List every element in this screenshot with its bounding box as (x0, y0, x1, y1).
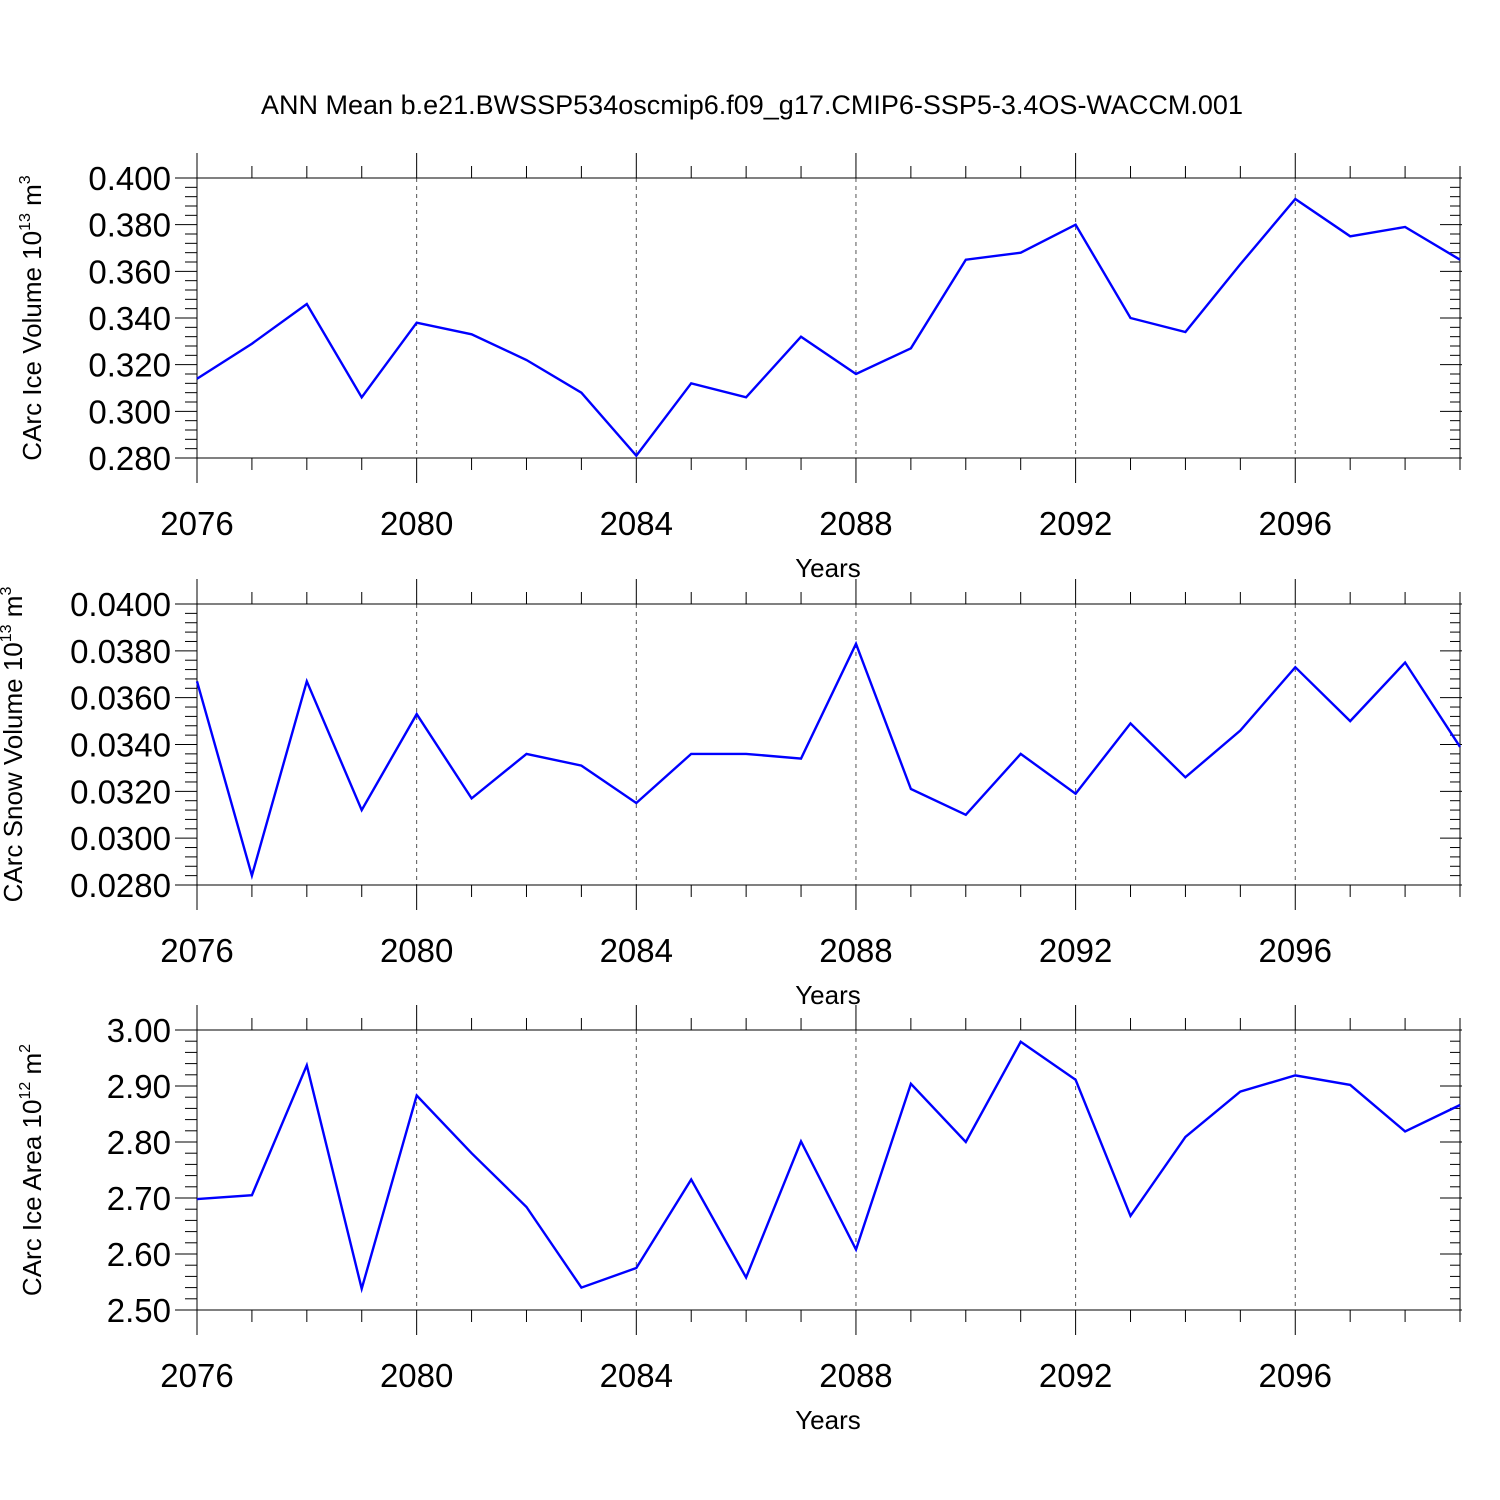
x-tick-label: 2088 (819, 1357, 892, 1394)
x-tick-label: 2088 (819, 505, 892, 542)
y-tick-label: 0.0320 (70, 773, 171, 810)
x-tick-label: 2076 (160, 505, 233, 542)
chart-panel-3: 2.50 2.60 2.70 2.80 2.90 3.00 2076 2080 2084 2088… (17, 1005, 1462, 1435)
y-tick-label: 0.0400 (70, 586, 171, 623)
y-axis-label-unit: m (17, 1053, 47, 1082)
y-axis-label-unit: m (0, 596, 28, 625)
y-tick-label: 0.0300 (70, 820, 171, 857)
x-tick-label: 2088 (819, 932, 892, 969)
y-tick-label: 0.340 (88, 300, 171, 337)
y-tick-label: 2.90 (107, 1068, 171, 1105)
y-tick-label: 0.300 (88, 393, 171, 430)
y-tick-label: 0.280 (88, 440, 171, 477)
x-tick-label: 2096 (1259, 1357, 1332, 1394)
chart-panel-2: 0.0280 0.0300 0.0320 0.0340 0.0360 0.0380 0.04… (0, 579, 1462, 1010)
series-line (196, 197, 1461, 458)
x-axis-label: Years (795, 553, 861, 583)
plot-frame (196, 1029, 1461, 1311)
x-tick-label: 2076 (160, 1357, 233, 1394)
x-axis-label: Years (795, 980, 861, 1010)
x-tick-label: 2092 (1039, 932, 1112, 969)
y-tick-label: 3.00 (107, 1012, 171, 1049)
x-tick-label: 2080 (380, 1357, 453, 1394)
y-axis-label-unit: m (17, 184, 47, 213)
x-tick-label: 2092 (1039, 505, 1112, 542)
y-axis-label: CArc Ice Volume 1013 m3 (17, 175, 47, 460)
y-tick-label: 0.400 (88, 160, 171, 197)
x-tick-label: 2080 (380, 505, 453, 542)
chart-panel-1: 0.280 0.300 0.320 0.340 0.360 0.380 0.400 2076 2… (17, 153, 1462, 583)
x-tick-label: 2096 (1259, 932, 1332, 969)
x-tick-label: 2080 (380, 932, 453, 969)
figure-title: ANN Mean b.e21.BWSSP534oscmip6.f09_g17.C… (261, 90, 1243, 120)
y-axis-label-exponent: 12 (17, 1082, 34, 1100)
y-axis-label-unit-exponent: 2 (17, 1044, 34, 1053)
x-tick-label: 2092 (1039, 1357, 1112, 1394)
y-tick-label: 0.0360 (70, 680, 171, 717)
series-line (196, 1040, 1461, 1294)
y-tick-label: 0.0340 (70, 727, 171, 764)
x-tick-label: 2084 (600, 505, 673, 542)
y-axis-label-unit-exponent: 3 (0, 587, 15, 596)
y-tick-label: 0.360 (88, 253, 171, 290)
x-tick-label: 2096 (1259, 505, 1332, 542)
y-axis-label-exponent: 13 (0, 624, 15, 642)
y-axis-label: CArc Snow Volume 1013 m3 (0, 587, 28, 903)
y-tick-label: 2.80 (107, 1124, 171, 1161)
y-axis-label-unit-exponent: 3 (17, 175, 34, 184)
y-tick-label: 2.50 (107, 1292, 171, 1329)
y-axis-label-text: CArc Snow Volume 10 (0, 642, 28, 902)
y-axis-label-text: CArc Ice Volume 10 (17, 231, 47, 461)
y-axis-label-exponent: 13 (17, 213, 34, 231)
y-tick-label: 0.0280 (70, 867, 171, 904)
x-tick-label: 2084 (600, 1357, 673, 1394)
x-axis-label: Years (795, 1405, 861, 1435)
x-tick-label: 2084 (600, 932, 673, 969)
x-tick-label: 2076 (160, 932, 233, 969)
y-axis-label-text: CArc Ice Area 10 (17, 1100, 47, 1297)
y-axis-label: CArc Ice Area 1012 m2 (17, 1044, 47, 1296)
y-tick-label: 0.320 (88, 347, 171, 384)
y-tick-label: 2.70 (107, 1180, 171, 1217)
y-tick-label: 0.0380 (70, 633, 171, 670)
y-tick-label: 0.380 (88, 207, 171, 244)
y-tick-label: 2.60 (107, 1236, 171, 1273)
series-line (195, 640, 1462, 881)
